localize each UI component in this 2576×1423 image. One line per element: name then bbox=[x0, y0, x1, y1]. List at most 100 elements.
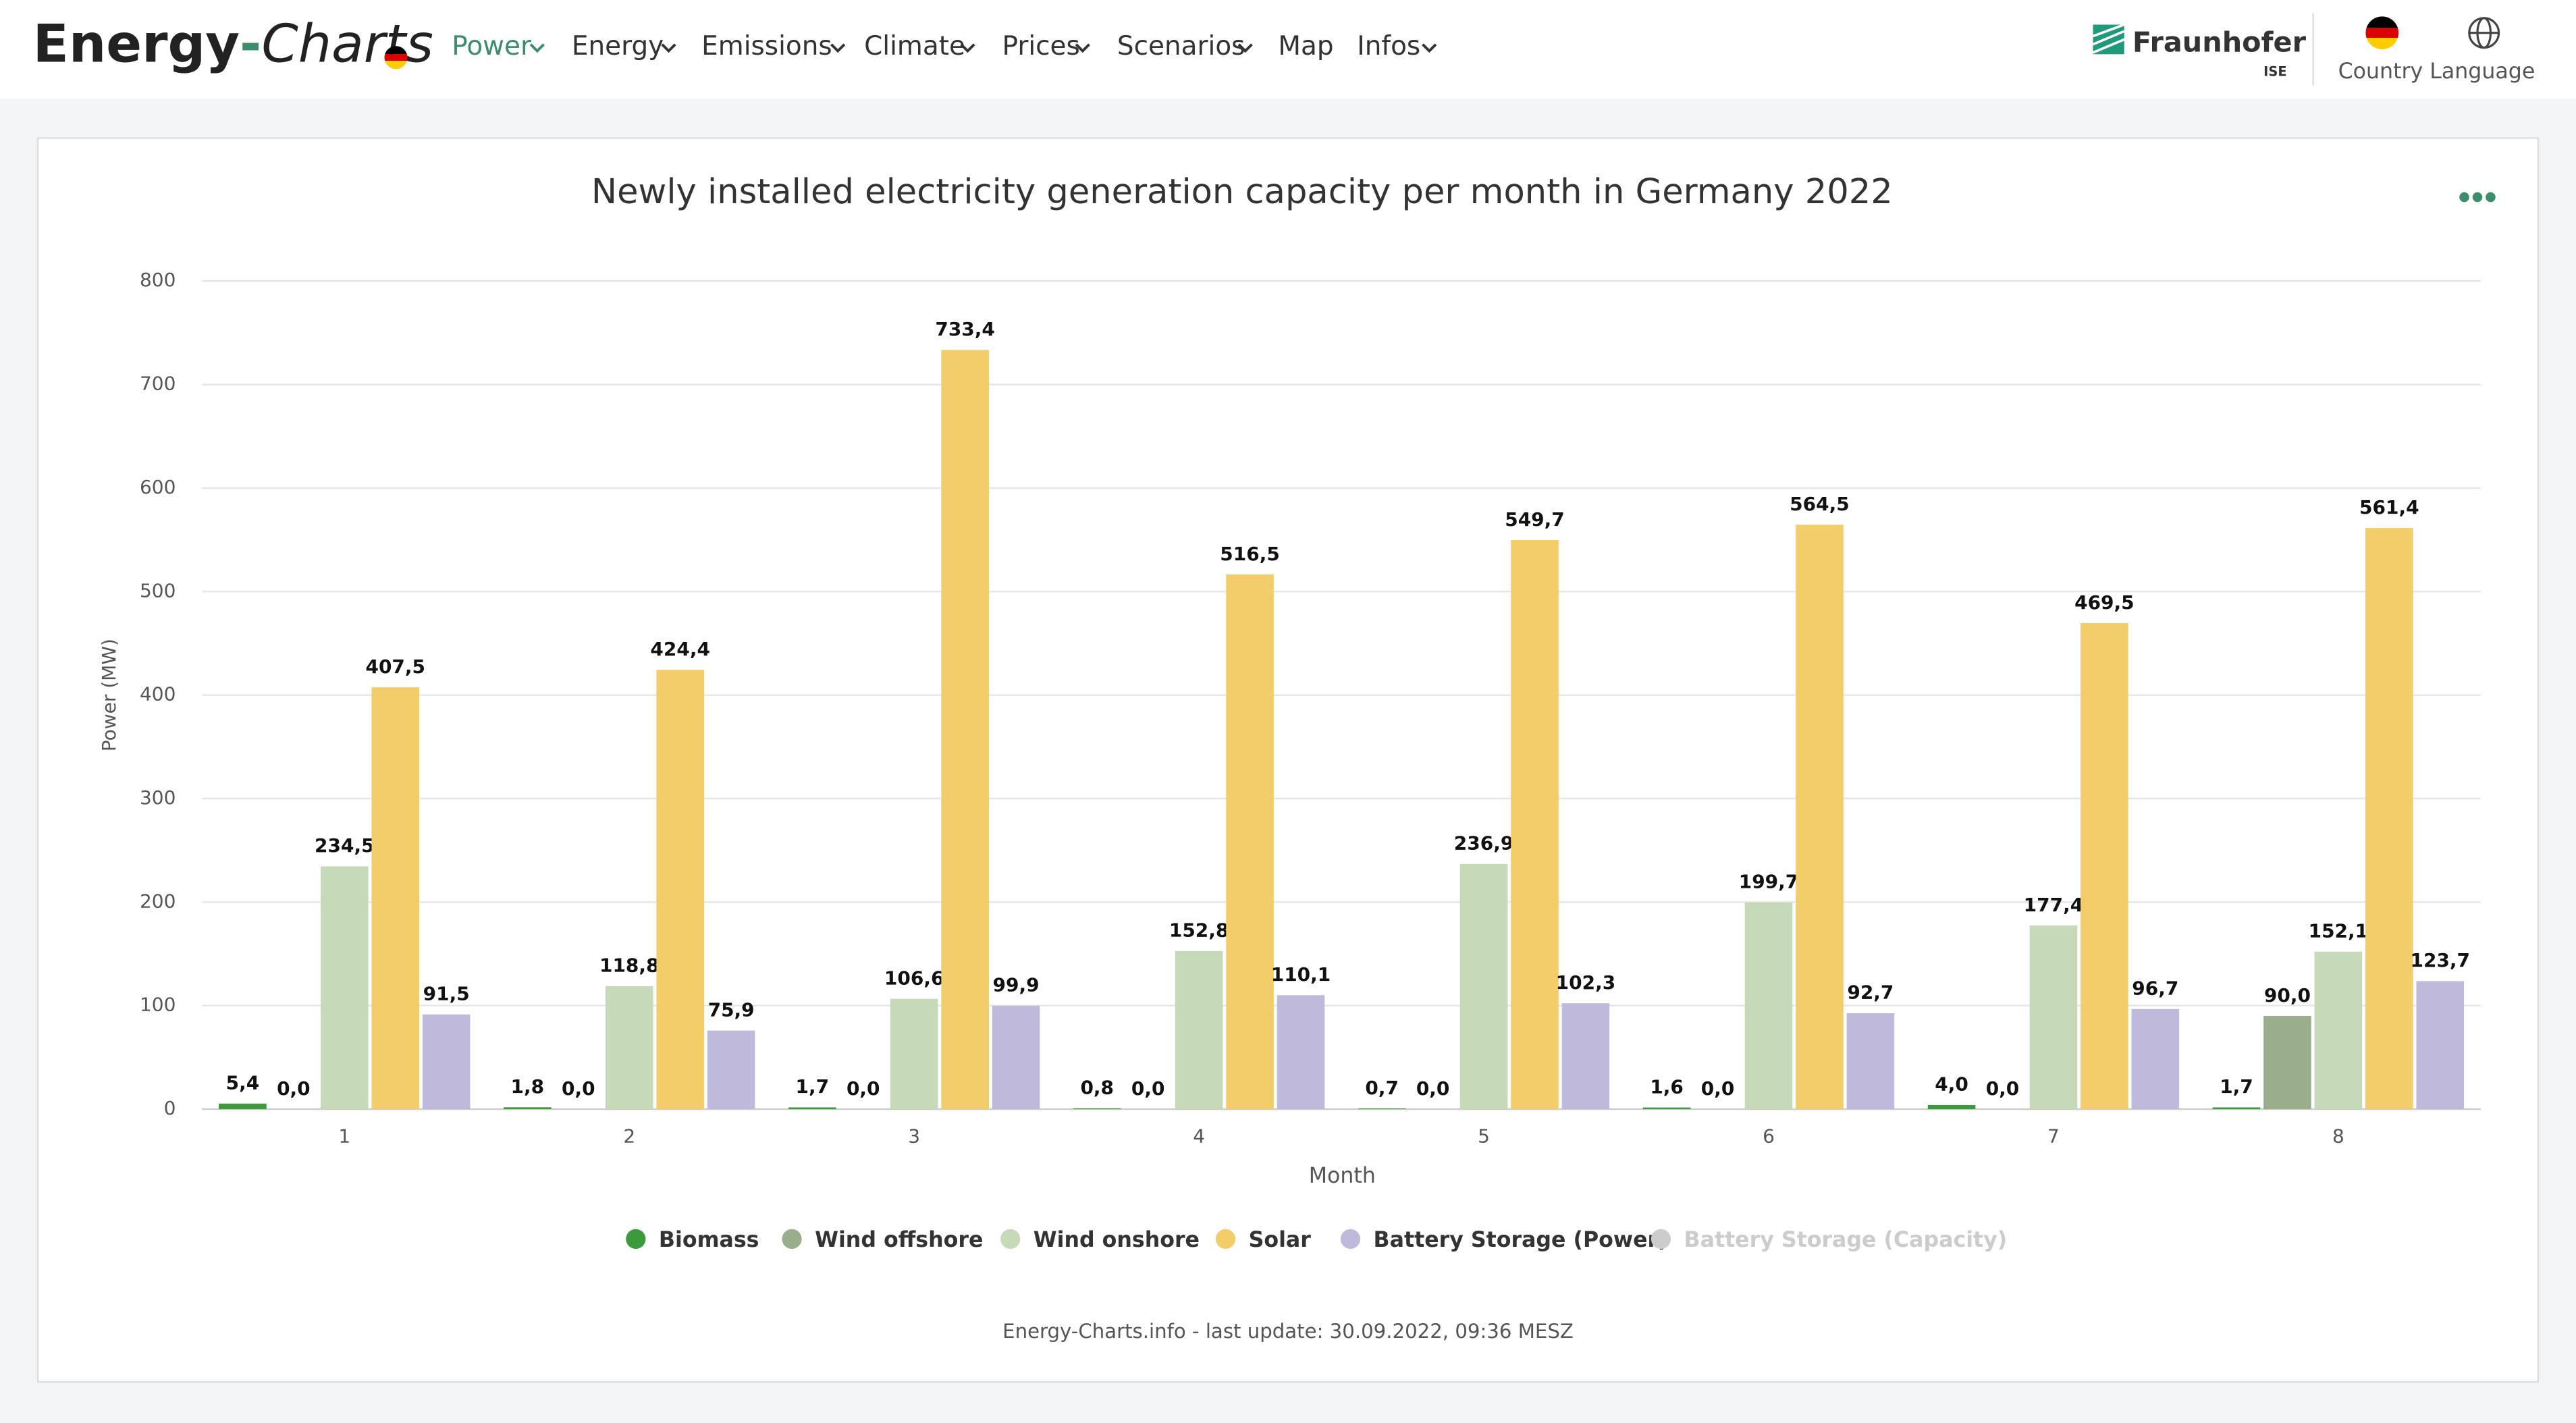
bar bbox=[2416, 981, 2465, 1110]
data-label: 92,7 bbox=[1847, 982, 1894, 1004]
legend-item[interactable]: Battery Storage (Power) bbox=[1340, 1228, 1668, 1252]
data-label: 177,4 bbox=[2024, 894, 2084, 916]
x-tick-label: 7 bbox=[2047, 1125, 2060, 1147]
brand-sub: ISE bbox=[2263, 64, 2287, 80]
nav-item[interactable]: Climate bbox=[864, 31, 965, 61]
x-tick-label: 1 bbox=[338, 1125, 350, 1147]
data-label: 564,5 bbox=[1790, 493, 1850, 515]
chevron bbox=[661, 43, 676, 53]
data-label: 90,0 bbox=[2264, 984, 2311, 1006]
x-tick-label: 6 bbox=[1763, 1125, 1775, 1147]
y-tick-label: 700 bbox=[140, 373, 176, 395]
bar bbox=[2212, 1107, 2261, 1110]
data-label: 152,1 bbox=[2309, 920, 2369, 942]
data-label: 99,9 bbox=[993, 974, 1040, 996]
legend-item[interactable]: Biomass bbox=[626, 1228, 759, 1252]
nav-item[interactable]: Energy bbox=[572, 31, 664, 61]
nav-item[interactable]: Power bbox=[452, 31, 532, 61]
legend-item[interactable]: Wind offshore bbox=[782, 1228, 983, 1252]
bar bbox=[2314, 951, 2363, 1110]
legend-item[interactable]: Battery Storage (Capacity) bbox=[1651, 1228, 2007, 1252]
data-label: 0,0 bbox=[1701, 1077, 1735, 1100]
globe-icon bbox=[2468, 17, 2500, 49]
bar bbox=[1744, 902, 1793, 1110]
data-label: 1,7 bbox=[796, 1075, 830, 1098]
y-tick-label: 600 bbox=[140, 476, 176, 498]
x-axis-title: Month bbox=[1309, 1164, 1376, 1188]
x-tick-label: 8 bbox=[2332, 1125, 2344, 1147]
bar bbox=[422, 1014, 471, 1110]
nav-item[interactable]: Map bbox=[1278, 31, 1333, 61]
fraunhofer-logo[interactable]: Fraunhofer ISE bbox=[2092, 23, 2307, 80]
data-label: 234,5 bbox=[315, 834, 375, 857]
bar bbox=[2131, 1009, 2180, 1110]
data-label: 1,6 bbox=[1650, 1075, 1684, 1098]
bar bbox=[605, 986, 653, 1110]
legend-label: Wind onshore bbox=[1034, 1228, 1200, 1252]
language-label: Language bbox=[2430, 59, 2535, 84]
menu-button[interactable] bbox=[2459, 192, 2496, 203]
data-label: 516,5 bbox=[1220, 543, 1280, 565]
y-axis-title: Power (MW) bbox=[98, 639, 120, 751]
legend-label: Solar bbox=[1249, 1228, 1312, 1252]
data-label: 0,0 bbox=[277, 1077, 311, 1100]
data-label: 110,1 bbox=[1271, 963, 1331, 986]
legend-item[interactable]: Solar bbox=[1215, 1228, 1312, 1252]
legend-swatch bbox=[1651, 1229, 1671, 1249]
bar bbox=[941, 350, 989, 1110]
data-label: 75,9 bbox=[708, 998, 755, 1021]
legend-label: Battery Storage (Capacity) bbox=[1684, 1228, 2008, 1252]
data-label: 4,0 bbox=[1935, 1073, 1968, 1096]
bar bbox=[1846, 1013, 1895, 1110]
legend-label: Biomass bbox=[659, 1228, 759, 1252]
data-label: 0,0 bbox=[1986, 1077, 2020, 1100]
logo-part: Charts bbox=[261, 14, 433, 75]
data-label: 96,7 bbox=[2132, 977, 2178, 1000]
logo-dash: - bbox=[240, 14, 261, 75]
data-label: 0,7 bbox=[1365, 1077, 1399, 1099]
bar bbox=[1277, 995, 1325, 1110]
legend-item[interactable]: Wind onshore bbox=[1000, 1228, 1200, 1252]
data-label: 549,7 bbox=[1505, 508, 1565, 531]
bar bbox=[2365, 528, 2413, 1110]
data-label: 152,8 bbox=[1169, 919, 1229, 942]
nav-item[interactable]: Scenarios bbox=[1117, 31, 1245, 61]
logo-part: Energy bbox=[33, 14, 240, 75]
data-label: 199,7 bbox=[1739, 871, 1799, 893]
data-label: 123,7 bbox=[2411, 949, 2471, 971]
nav-item[interactable]: Infos bbox=[1357, 31, 1420, 61]
y-tick-label: 300 bbox=[140, 786, 176, 809]
bar bbox=[656, 670, 704, 1110]
country-flag bbox=[2365, 16, 2399, 50]
data-label: 407,5 bbox=[365, 655, 425, 678]
x-tick-label: 4 bbox=[1193, 1125, 1205, 1147]
bar bbox=[1459, 863, 1508, 1110]
chart-title: Newly installed electricity generation c… bbox=[591, 172, 1893, 212]
bar bbox=[2081, 623, 2128, 1110]
data-label: 118,8 bbox=[599, 955, 660, 977]
bar bbox=[371, 687, 420, 1110]
y-tick-label: 800 bbox=[140, 269, 176, 291]
bar bbox=[504, 1107, 552, 1110]
country-button[interactable]: Country bbox=[2338, 16, 2423, 84]
data-label: 236,9 bbox=[1454, 832, 1514, 855]
nav: Power Energy Emissions Climate Prices Scenari… bbox=[452, 31, 1437, 61]
data-label: 1,8 bbox=[511, 1075, 545, 1098]
bar bbox=[219, 1103, 267, 1110]
data-label: 106,6 bbox=[884, 967, 944, 989]
language-button[interactable]: Language bbox=[2430, 17, 2535, 84]
legend-label: Wind offshore bbox=[815, 1228, 983, 1252]
legend-swatch bbox=[1215, 1229, 1236, 1249]
y-tick-label: 200 bbox=[140, 890, 176, 912]
nav-item[interactable]: Prices bbox=[1002, 31, 1080, 61]
data-label: 91,5 bbox=[423, 983, 470, 1005]
nav-item[interactable]: Emissions bbox=[701, 31, 832, 61]
bar bbox=[2263, 1016, 2311, 1110]
bar bbox=[1175, 950, 1223, 1110]
logo[interactable]: Energy-Charts bbox=[33, 14, 433, 75]
x-tick-label: 2 bbox=[623, 1125, 635, 1147]
chevron bbox=[960, 43, 975, 53]
x-tick-label: 3 bbox=[908, 1125, 920, 1147]
y-tick-label: 500 bbox=[140, 579, 176, 601]
